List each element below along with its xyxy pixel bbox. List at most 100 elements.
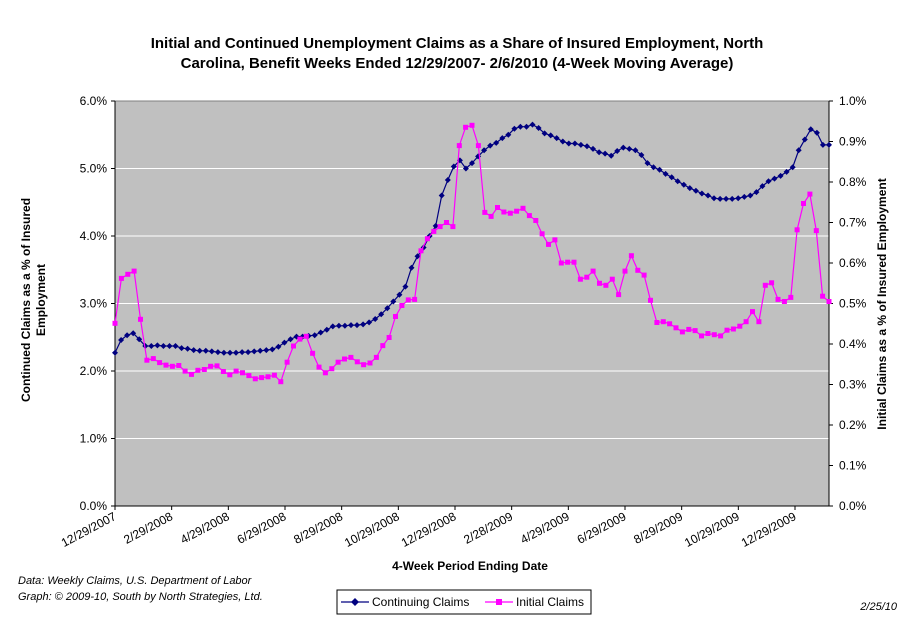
continuing-claims-point [263,347,270,354]
legend-continuing-marker [351,598,359,606]
initial-claims-point [718,333,724,339]
continuing-claims-point [511,125,518,132]
continuing-claims-point [753,189,760,196]
initial-claims-point [609,276,615,282]
initial-claims-point [182,368,188,374]
continuing-claims-point [142,343,149,349]
continuing-claims-point [281,339,288,346]
initial-claims-point [807,191,813,197]
initial-claims-point [214,363,220,369]
continuing-claims-point [608,152,615,159]
initial-claims-point [227,372,233,378]
initial-claims-point [820,293,826,299]
initial-claims-point [660,319,666,325]
x-tick-label: 4/29/2008 [178,509,232,547]
legend-continuing-label: Continuing Claims [372,595,469,609]
initial-claims-point [310,350,316,356]
continuing-claims-point [692,187,699,194]
initial-claims-point [628,253,634,259]
continuing-claims-point [487,142,494,149]
continuing-claims-point [632,147,639,154]
initial-claims-point [743,319,749,325]
initial-claims-point [303,333,309,339]
x-tick-label: 10/29/2009 [682,509,742,550]
continuing-claims-point [795,147,802,154]
initial-claims-point [801,201,806,206]
continuing-claims-point [481,147,488,154]
initial-claims-point [354,359,360,365]
initial-claims-point [456,143,462,149]
initial-claims-point [201,367,207,372]
left-tick-label: 6.0% [80,94,108,108]
continuing-claims-point [759,183,766,190]
continuing-claims-point [360,321,367,328]
continuing-claims-point [493,139,500,146]
continuing-claims-point [214,349,221,356]
initial-claims-point [475,143,481,149]
x-tick-label: 2/29/2008 [121,509,175,547]
initial-claims-point [673,325,679,331]
initial-claims-point [393,314,398,319]
continuing-claims-point [620,144,627,151]
initial-claims-point [724,327,730,333]
initial-claims-point [756,319,762,325]
continuing-claims-point [462,165,469,172]
initial-claims-point [775,296,781,302]
continuing-claims-point [644,160,651,167]
initial-claims-point [169,363,175,369]
continuing-claims-point [432,222,439,229]
right-tick-label: 0.7% [839,216,867,230]
initial-claims-point [163,362,169,368]
continuing-claims-point [396,291,403,298]
continuing-claims-point [584,143,590,150]
left-tick-label: 2.0% [80,364,108,378]
initial-claims-point [711,332,717,338]
continuing-claims-point [777,172,784,179]
continuing-claims-point [208,348,215,355]
initial-claims-point [679,329,685,335]
initial-claims-point [654,320,660,325]
initial-claims-point [157,360,163,366]
initial-claims-point [412,296,418,302]
initial-claims-point [507,210,513,216]
initial-claims-point [195,367,201,373]
left-tick-label: 5.0% [80,162,108,176]
continuing-claims-point [571,140,578,147]
continuing-claims-point [408,264,415,271]
initial-claims-point [405,297,411,303]
continuing-claims-point [523,123,530,130]
continuing-claims-point [590,145,596,152]
initial-claims-point [399,303,405,308]
continuing-claims-point [202,347,209,354]
initial-claims-point [437,224,443,230]
continuing-claims-point [596,149,603,156]
initial-claims-point [577,276,583,282]
continuing-claims-point [680,181,687,188]
right-axis-title: Initial Claims as a % of Insured Employm… [875,178,889,429]
legend-initial-label: Initial Claims [516,595,584,609]
continuing-claims-point [329,323,336,330]
initial-claims-point [150,356,156,362]
initial-claims-point [189,371,194,377]
continuing-claims-point [686,185,693,192]
continuing-claims-point [741,193,748,200]
right-tick-label: 0.5% [839,297,867,311]
continuing-claims-point [505,131,512,138]
graph-credit: Graph: © 2009-10, South by North Strateg… [18,591,263,603]
initial-claims-point [233,368,239,374]
initial-claims-point [616,292,622,298]
initial-claims-point [444,220,449,225]
continuing-claims-point [136,336,143,343]
continuing-claims-point [717,195,724,202]
continuing-claims-point [341,322,348,329]
initial-claims-point [284,359,290,365]
x-axis-title: 4-Week Period Ending Date [392,559,548,573]
continuing-claims-point [287,336,294,343]
right-tick-label: 0.3% [839,378,867,392]
x-tick-label: 6/29/2009 [575,509,629,547]
date-stamp: 2/25/10 [859,601,898,613]
initial-claims-point [520,205,526,211]
initial-claims-point [259,375,265,381]
initial-claims-point [635,267,641,273]
continuing-claims-point [469,160,475,167]
